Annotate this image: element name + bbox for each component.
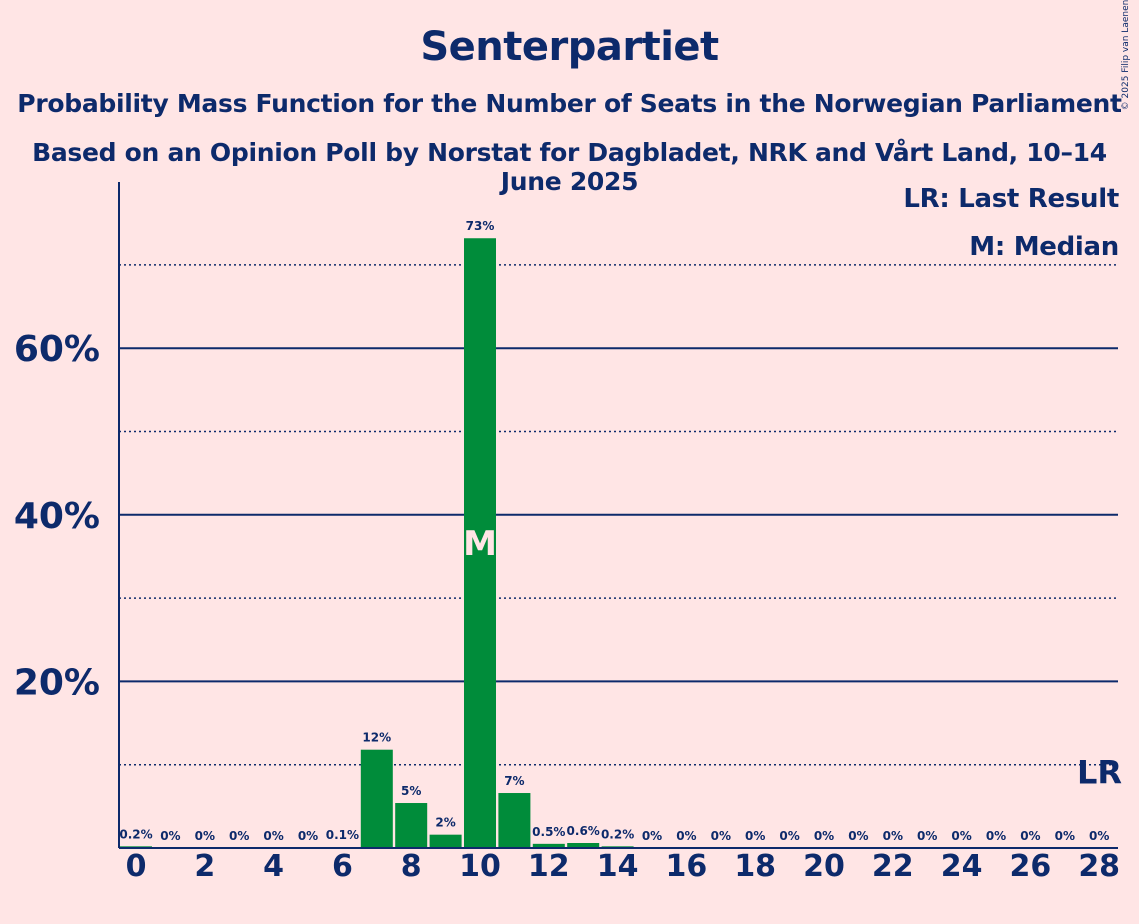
x-tick-label: 28 [1078, 849, 1120, 884]
bar [532, 843, 565, 848]
bar-value-label: 0% [642, 829, 662, 843]
bar-value-label: 12% [362, 731, 391, 745]
chart-title: Senterpartiet [420, 24, 719, 70]
bar-value-label: 0% [779, 829, 799, 843]
bar [395, 803, 428, 848]
chart-subtitle: Probability Mass Function for the Number… [17, 89, 1122, 118]
bar-value-label: 0% [298, 829, 318, 843]
bar-value-label: 0% [195, 829, 215, 843]
x-tick-label: 26 [1010, 849, 1052, 884]
x-tick-label: 18 [734, 849, 776, 884]
y-tick-label: 20% [14, 662, 100, 703]
bar-value-label: 0% [883, 829, 903, 843]
bar-value-label: 0% [263, 829, 283, 843]
median-marker: M [463, 524, 497, 564]
bar-value-label: 0% [711, 829, 731, 843]
bar-value-label: 0% [676, 829, 696, 843]
bar-value-label: 0% [1020, 829, 1040, 843]
last-result-marker: LR [1077, 754, 1122, 792]
bar-value-label: 73% [466, 219, 495, 233]
bar-value-label: 0% [160, 829, 180, 843]
x-tick-label: 4 [263, 849, 284, 884]
bar [464, 238, 496, 848]
bar [429, 834, 462, 848]
bar-value-label: 2% [435, 816, 455, 830]
bar-value-label: 0% [745, 829, 765, 843]
bar-value-label: 0% [229, 829, 249, 843]
bar-value-label: 0% [951, 829, 971, 843]
bar-value-label: 0.6% [567, 824, 600, 838]
bar-value-label: 0% [814, 829, 834, 843]
x-tick-label: 6 [332, 849, 353, 884]
bar [567, 843, 600, 848]
x-tick-label: 24 [941, 849, 983, 884]
bar-value-label: 0% [1055, 829, 1075, 843]
bar-value-label: 0.2% [601, 827, 634, 841]
x-tick-label: 2 [194, 849, 215, 884]
bar-value-label: 5% [401, 784, 421, 798]
bar-value-label: 0.2% [119, 827, 152, 841]
bar-value-label: 0.5% [532, 825, 565, 839]
y-tick-label: 60% [14, 329, 100, 370]
bar-value-label: 0% [848, 829, 868, 843]
bar-value-label: 0% [1089, 829, 1109, 843]
legend-last-result: LR: Last Result [903, 184, 1119, 214]
chart-source-subtitle: Based on an Opinion Poll by Norstat for … [32, 138, 1107, 196]
bar [360, 749, 393, 848]
y-tick-label: 40% [14, 496, 100, 537]
x-tick-label: 14 [597, 849, 639, 884]
bar-value-label: 7% [504, 774, 524, 788]
x-tick-label: 12 [528, 849, 570, 884]
bar [498, 793, 531, 848]
x-tick-label: 10 [459, 849, 501, 884]
x-tick-label: 20 [803, 849, 845, 884]
bar-value-label: 0.1% [326, 828, 359, 842]
x-tick-label: 22 [872, 849, 914, 884]
bar-value-label: 0% [986, 829, 1006, 843]
legend-median: M: Median [969, 232, 1119, 262]
x-tick-label: 0 [126, 849, 147, 884]
x-tick-label: 16 [666, 849, 708, 884]
bar-value-label: 0% [917, 829, 937, 843]
x-tick-label: 8 [401, 849, 422, 884]
